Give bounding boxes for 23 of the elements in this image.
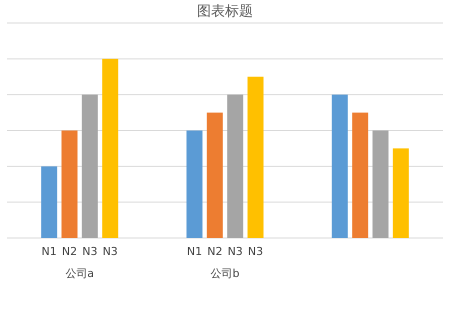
chart-title: 图表标题 (197, 4, 253, 20)
bar (372, 130, 388, 238)
bar (352, 112, 368, 238)
bar (102, 58, 118, 238)
text: N2 (207, 245, 222, 258)
bar (248, 76, 264, 238)
bar (41, 166, 58, 238)
series-label: N3 (82, 245, 98, 258)
text: N3 (248, 245, 264, 258)
x-tick-label: 公司a (65, 267, 94, 280)
text: N1 (186, 245, 202, 258)
text: N3 (228, 245, 243, 258)
series-label: N3 (102, 245, 118, 258)
x-tick-label: 公司b (210, 267, 240, 280)
bar (332, 94, 348, 238)
bar (62, 130, 78, 238)
series-label: N1 (42, 245, 57, 258)
bar (392, 148, 409, 238)
bar (206, 112, 223, 238)
series-label: N2 (62, 245, 78, 258)
bar (227, 94, 244, 238)
bar (186, 130, 202, 238)
bar (82, 94, 98, 238)
